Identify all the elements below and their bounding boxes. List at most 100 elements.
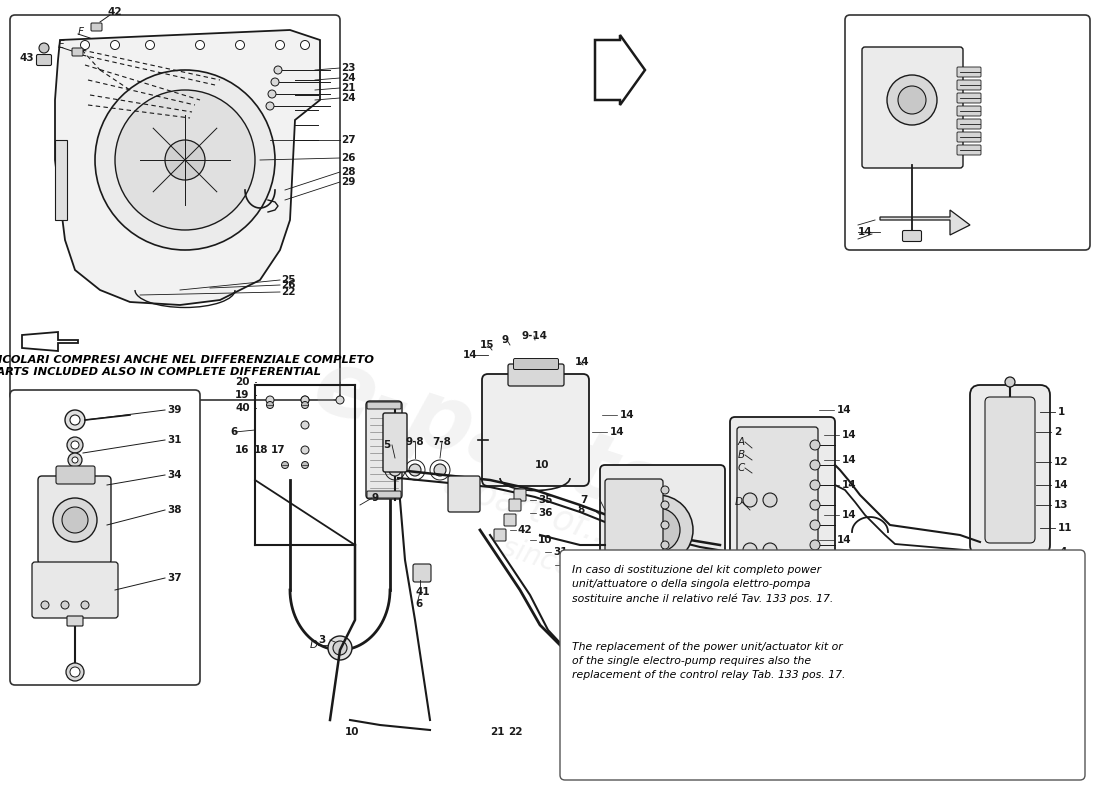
Circle shape xyxy=(810,460,820,470)
Circle shape xyxy=(810,440,820,450)
Text: 6: 6 xyxy=(864,599,870,609)
Text: 10: 10 xyxy=(345,727,360,737)
Circle shape xyxy=(636,508,680,552)
Text: A: A xyxy=(738,437,745,447)
Circle shape xyxy=(409,464,421,476)
Text: 32: 32 xyxy=(586,615,601,625)
Text: 9-14: 9-14 xyxy=(522,331,548,341)
Circle shape xyxy=(271,78,279,86)
Circle shape xyxy=(810,500,820,510)
Circle shape xyxy=(95,70,275,250)
Text: 26: 26 xyxy=(341,153,355,163)
Circle shape xyxy=(235,41,244,50)
Text: 26: 26 xyxy=(280,280,296,290)
FancyBboxPatch shape xyxy=(448,476,480,512)
Circle shape xyxy=(300,41,309,50)
Circle shape xyxy=(41,601,50,609)
Text: 6: 6 xyxy=(230,427,238,437)
Circle shape xyxy=(742,493,757,507)
Text: e-parts: e-parts xyxy=(302,342,678,538)
Text: 3: 3 xyxy=(318,635,326,645)
Text: 14: 14 xyxy=(463,350,477,360)
Text: 14: 14 xyxy=(858,227,872,237)
Circle shape xyxy=(301,402,308,409)
Circle shape xyxy=(68,453,82,467)
Text: 14: 14 xyxy=(690,585,705,595)
Text: 41: 41 xyxy=(415,587,430,597)
FancyBboxPatch shape xyxy=(984,397,1035,543)
Text: 9-8: 9-8 xyxy=(405,437,424,447)
Text: 14: 14 xyxy=(720,573,735,583)
Text: E: E xyxy=(58,40,65,50)
Circle shape xyxy=(301,421,309,429)
Circle shape xyxy=(275,41,285,50)
FancyBboxPatch shape xyxy=(482,374,588,486)
FancyBboxPatch shape xyxy=(383,413,407,472)
Circle shape xyxy=(661,501,669,509)
Circle shape xyxy=(274,66,282,74)
Text: 31: 31 xyxy=(167,435,182,445)
Bar xyxy=(55,140,67,220)
Text: 23: 23 xyxy=(341,63,355,73)
Circle shape xyxy=(266,396,274,404)
Circle shape xyxy=(60,601,69,609)
Text: 14: 14 xyxy=(842,480,857,490)
FancyBboxPatch shape xyxy=(504,514,516,526)
FancyBboxPatch shape xyxy=(862,47,962,168)
Circle shape xyxy=(623,495,693,565)
Text: 7-8: 7-8 xyxy=(432,437,451,447)
Text: 16: 16 xyxy=(235,445,250,455)
Text: 22: 22 xyxy=(280,287,296,297)
Circle shape xyxy=(72,457,78,463)
Text: 39: 39 xyxy=(167,405,182,415)
Text: 14: 14 xyxy=(610,427,625,437)
Circle shape xyxy=(763,493,777,507)
FancyBboxPatch shape xyxy=(605,479,663,585)
Text: 34: 34 xyxy=(167,470,182,480)
Text: E: E xyxy=(600,727,606,737)
Circle shape xyxy=(763,543,777,557)
FancyBboxPatch shape xyxy=(412,564,431,582)
Text: 14: 14 xyxy=(1054,480,1068,490)
Text: 14: 14 xyxy=(608,600,623,610)
Text: 14: 14 xyxy=(637,585,651,595)
Text: 4: 4 xyxy=(1060,547,1067,557)
Polygon shape xyxy=(880,210,970,235)
FancyBboxPatch shape xyxy=(957,67,981,77)
Text: 43: 43 xyxy=(20,53,34,63)
Circle shape xyxy=(810,540,820,550)
Polygon shape xyxy=(55,30,320,305)
Circle shape xyxy=(196,41,205,50)
Text: 35: 35 xyxy=(538,495,552,505)
FancyBboxPatch shape xyxy=(957,145,981,155)
Text: 30: 30 xyxy=(573,587,587,597)
Circle shape xyxy=(145,41,154,50)
Circle shape xyxy=(165,140,205,180)
Circle shape xyxy=(389,464,402,476)
Circle shape xyxy=(66,663,84,681)
FancyBboxPatch shape xyxy=(367,491,402,498)
FancyBboxPatch shape xyxy=(36,54,52,66)
Circle shape xyxy=(116,90,255,230)
Text: 5: 5 xyxy=(383,440,390,450)
Circle shape xyxy=(336,396,344,404)
FancyBboxPatch shape xyxy=(970,385,1050,555)
Circle shape xyxy=(72,441,79,449)
Circle shape xyxy=(810,520,820,530)
Polygon shape xyxy=(595,35,645,105)
Text: 14: 14 xyxy=(842,510,857,520)
Text: since 1985: since 1985 xyxy=(498,534,651,606)
Circle shape xyxy=(301,462,308,469)
FancyBboxPatch shape xyxy=(600,465,725,595)
Circle shape xyxy=(110,41,120,50)
Text: 22: 22 xyxy=(508,727,522,737)
Circle shape xyxy=(266,102,274,110)
Text: 10: 10 xyxy=(535,460,550,470)
Circle shape xyxy=(62,507,88,533)
Text: 43: 43 xyxy=(880,580,894,590)
Circle shape xyxy=(39,43,50,53)
FancyBboxPatch shape xyxy=(494,529,506,541)
FancyBboxPatch shape xyxy=(730,417,835,587)
Text: 17: 17 xyxy=(271,445,286,455)
Text: 11: 11 xyxy=(1058,523,1072,533)
